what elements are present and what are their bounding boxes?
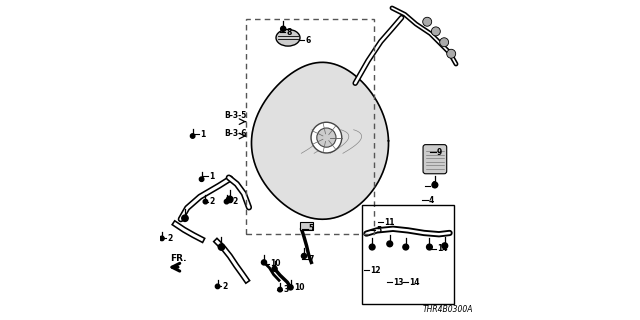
Circle shape bbox=[182, 215, 188, 221]
Circle shape bbox=[278, 287, 282, 292]
Circle shape bbox=[218, 244, 225, 250]
Circle shape bbox=[272, 266, 277, 271]
Text: 12: 12 bbox=[371, 266, 381, 275]
Text: 2: 2 bbox=[210, 197, 215, 206]
Text: 7: 7 bbox=[309, 255, 314, 264]
Text: 9: 9 bbox=[437, 148, 442, 156]
Circle shape bbox=[311, 122, 342, 153]
Circle shape bbox=[369, 244, 375, 250]
Text: 1: 1 bbox=[210, 172, 215, 180]
Bar bbox=[246, 19, 374, 234]
Bar bbox=[362, 205, 454, 304]
Ellipse shape bbox=[276, 29, 300, 46]
Circle shape bbox=[422, 17, 432, 26]
Polygon shape bbox=[252, 62, 388, 219]
Circle shape bbox=[200, 177, 204, 181]
Text: THR4B0300A: THR4B0300A bbox=[422, 305, 473, 314]
Text: 6: 6 bbox=[306, 36, 311, 44]
Text: 14: 14 bbox=[409, 278, 419, 287]
Circle shape bbox=[191, 134, 195, 138]
Text: 11: 11 bbox=[384, 218, 394, 227]
Text: 9: 9 bbox=[431, 181, 436, 190]
Text: 2: 2 bbox=[232, 197, 237, 206]
Circle shape bbox=[224, 199, 229, 204]
Text: 8: 8 bbox=[287, 28, 292, 36]
Circle shape bbox=[431, 27, 440, 36]
FancyBboxPatch shape bbox=[423, 145, 447, 174]
Circle shape bbox=[427, 244, 433, 250]
Circle shape bbox=[387, 241, 393, 247]
Text: B-3-5: B-3-5 bbox=[224, 111, 246, 120]
Text: FR.: FR. bbox=[170, 254, 187, 263]
Circle shape bbox=[432, 182, 438, 188]
Circle shape bbox=[204, 199, 207, 204]
Text: 4: 4 bbox=[429, 196, 434, 204]
Text: 10: 10 bbox=[294, 283, 304, 292]
Circle shape bbox=[159, 236, 164, 241]
Text: 14: 14 bbox=[437, 244, 447, 253]
Circle shape bbox=[403, 244, 409, 250]
Circle shape bbox=[227, 196, 233, 203]
Circle shape bbox=[442, 243, 448, 249]
Circle shape bbox=[215, 284, 220, 289]
Text: 1: 1 bbox=[200, 130, 205, 139]
Text: 10: 10 bbox=[270, 260, 281, 268]
Circle shape bbox=[280, 26, 285, 31]
Circle shape bbox=[440, 38, 449, 47]
Circle shape bbox=[301, 253, 307, 259]
Text: 13: 13 bbox=[393, 278, 403, 287]
Text: 2: 2 bbox=[167, 234, 172, 243]
Circle shape bbox=[262, 260, 267, 265]
Bar bbox=[300, 222, 313, 230]
Text: B-3-6: B-3-6 bbox=[224, 129, 246, 138]
Circle shape bbox=[447, 49, 456, 58]
Circle shape bbox=[317, 128, 336, 147]
Text: 2: 2 bbox=[223, 282, 228, 291]
Circle shape bbox=[288, 285, 293, 290]
Text: 5: 5 bbox=[309, 224, 314, 233]
Text: 3: 3 bbox=[283, 285, 289, 294]
Text: 5: 5 bbox=[376, 226, 381, 235]
